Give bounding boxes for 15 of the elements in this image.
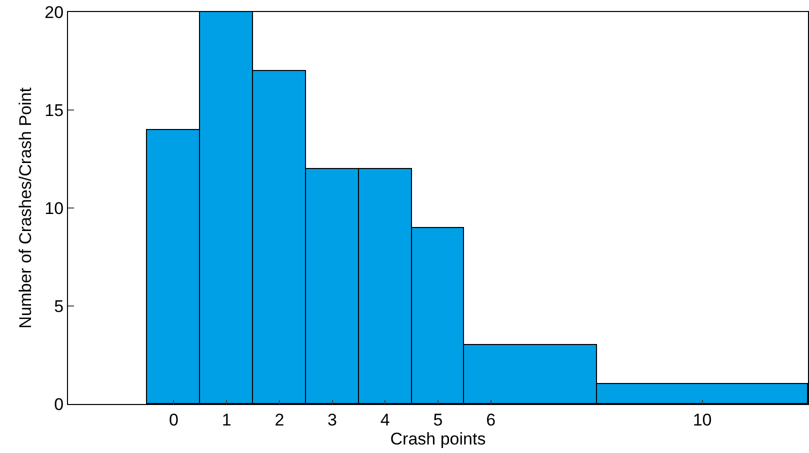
y-tick-label: 20 [44, 2, 64, 22]
y-tick-label: 5 [54, 296, 64, 316]
x-tick-label: 2 [274, 410, 284, 430]
x-tick-label: 3 [328, 410, 338, 430]
x-axis-title: Crash points [390, 429, 486, 448]
y-tick-label: 10 [44, 198, 64, 218]
x-tick-label: 0 [168, 410, 178, 430]
x-tick-label: 1 [222, 410, 232, 430]
y-tick-label: 15 [44, 100, 64, 120]
y-axis-title: Number of Crashes/Crash Point [16, 87, 36, 328]
x-tick-label: 6 [486, 410, 496, 430]
x-tick-label: 10 [692, 410, 712, 430]
x-tick-label: 5 [433, 410, 443, 430]
y-tick-label: 0 [54, 394, 64, 414]
x-tick-label: 4 [380, 410, 390, 430]
